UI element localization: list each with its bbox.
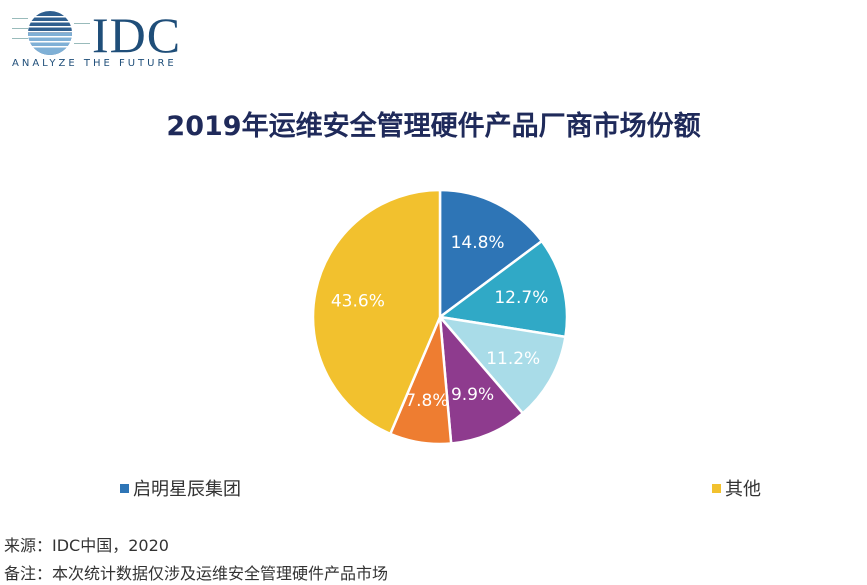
legend-swatch: [120, 483, 129, 493]
data-label: 9.9%: [451, 385, 494, 405]
pie-slice: [436, 315, 567, 416]
data-label: 11.2%: [486, 349, 540, 369]
data-label: 12.7%: [494, 288, 548, 308]
logo-text: IDC: [92, 7, 182, 63]
legend-item-other: 其他: [712, 475, 761, 501]
source-text: 来源：IDC中国，2020: [4, 536, 169, 555]
chart-title: 2019年运维安全管理硬件产品厂商市场份额: [166, 111, 701, 142]
logo-tagline: ANALYZE THE FUTURE: [12, 58, 177, 69]
pie-slice: [436, 239, 569, 339]
legend-label: 其他: [725, 479, 761, 500]
data-label: 7.8%: [405, 391, 448, 411]
idc-globe-logo: [12, 11, 90, 55]
data-label: 14.8%: [451, 233, 505, 253]
legend-item-qiming: 启明星辰集团: [120, 475, 241, 501]
pie-slice: [311, 188, 442, 436]
legend-swatch: [712, 483, 721, 493]
pie-chart: 14.8% 12.7% 11.2% 9.9%7.8% 43.6%: [311, 188, 569, 446]
pie-slice: [438, 313, 525, 445]
legend-label: 启明星辰集团: [133, 479, 241, 500]
data-label: 43.6%: [331, 291, 385, 311]
pie-slice: [438, 188, 544, 320]
note-text: 备注：本次统计数据仅涉及运维安全管理硬件产品市场: [4, 564, 389, 583]
